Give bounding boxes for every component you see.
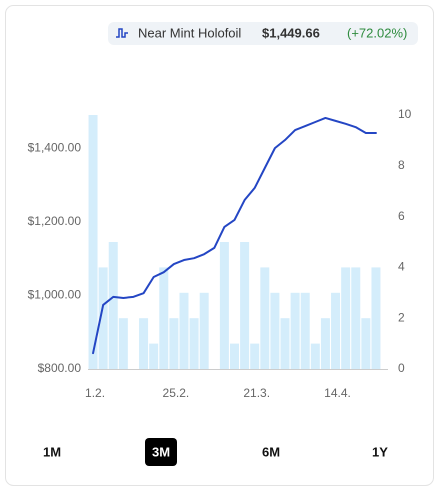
- volume-bar: [179, 292, 189, 369]
- range-button[interactable]: 1Y: [372, 444, 388, 459]
- x-tick-label: 1.2.: [85, 386, 105, 400]
- y2-tick-label: 4: [398, 260, 405, 274]
- volume-bar: [351, 267, 361, 369]
- volume-bar: [189, 318, 199, 369]
- volume-bar: [98, 267, 108, 369]
- volume-bar: [159, 267, 169, 369]
- range-button-bg[interactable]: [145, 438, 177, 466]
- legend-pill: [108, 22, 418, 45]
- legend-price: $1,449.66: [262, 25, 320, 40]
- card-border: [5, 5, 434, 486]
- volume-bar: [300, 292, 310, 369]
- y2-tick-label: 0: [398, 361, 405, 375]
- y-tick-label: $1,000.00: [28, 288, 82, 302]
- x-tick-label: 25.2.: [163, 386, 190, 400]
- y2-tick-label: 2: [398, 310, 405, 324]
- volume-bar: [361, 318, 371, 369]
- volume-bar: [290, 292, 300, 369]
- legend-change: (+72.02%): [347, 25, 407, 40]
- y-tick-label: $1,200.00: [28, 214, 82, 228]
- volume-bar: [149, 343, 159, 369]
- legend-icon: [116, 28, 128, 38]
- range-button[interactable]: 6M: [262, 444, 280, 459]
- volume-bar: [280, 318, 290, 369]
- volume-bar: [260, 267, 270, 369]
- y2-tick-label: 10: [398, 107, 412, 121]
- volume-bar: [341, 267, 351, 369]
- volume-bar: [310, 343, 320, 369]
- volume-bar: [250, 343, 260, 369]
- range-button[interactable]: 3M: [152, 444, 170, 459]
- legend-name: Near Mint Holofoil: [138, 25, 241, 40]
- volume-bar: [270, 292, 280, 369]
- volume-bar: [230, 343, 239, 369]
- volume-bar: [88, 115, 98, 369]
- volume-bar: [118, 318, 128, 369]
- volume-bar: [331, 292, 341, 369]
- volume-bar: [169, 318, 179, 369]
- y2-tick-label: 8: [398, 158, 405, 172]
- volume-bar: [219, 242, 229, 369]
- volume-bar: [240, 242, 250, 369]
- y-tick-label: $800.00: [38, 361, 82, 375]
- x-tick-label: 14.4.: [324, 386, 351, 400]
- y2-tick-label: 6: [398, 209, 405, 223]
- volume-bar: [139, 318, 149, 369]
- y-tick-label: $1,400.00: [28, 140, 82, 154]
- range-button[interactable]: 1M: [43, 444, 61, 459]
- volume-bar: [108, 242, 118, 369]
- volume-bar: [199, 292, 209, 369]
- volume-bar: [371, 267, 381, 369]
- price-line: [92, 116, 377, 355]
- x-tick-label: 21.3.: [243, 386, 270, 400]
- volume-bar: [320, 318, 330, 369]
